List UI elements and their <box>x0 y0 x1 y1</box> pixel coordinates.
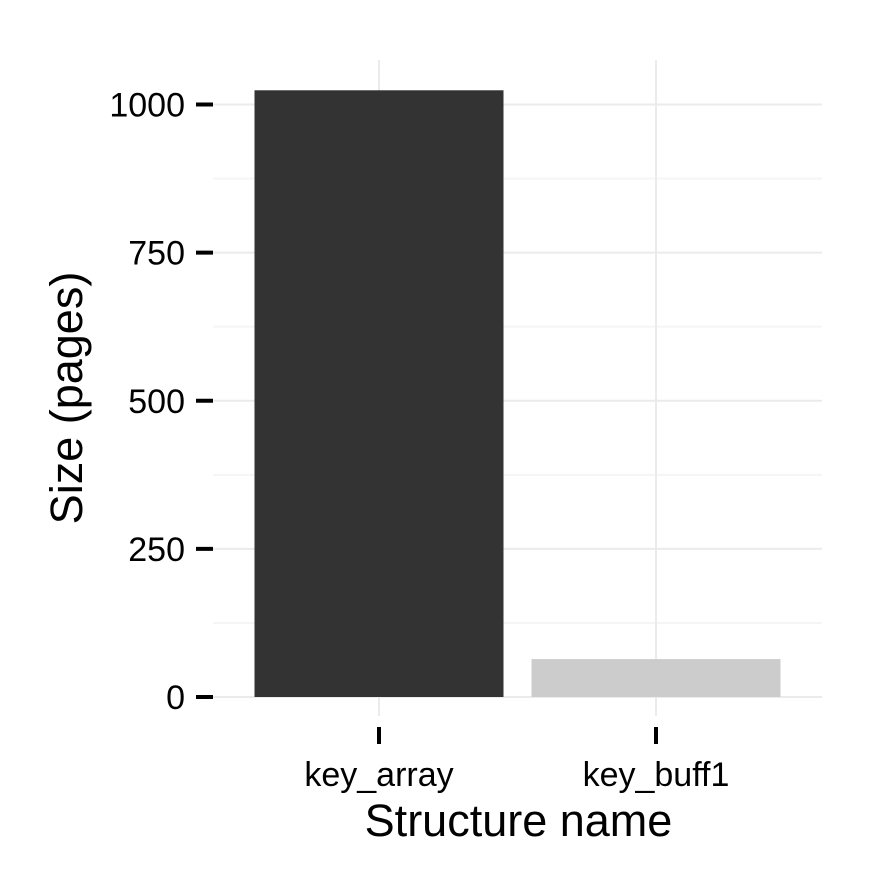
x-tick-label: key_array <box>304 756 453 794</box>
x-axis-title: Structure name <box>365 795 673 846</box>
y-tick-label: 750 <box>128 235 185 273</box>
y-axis-title: Size (pages) <box>41 272 92 525</box>
y-tick-label: 0 <box>166 679 185 717</box>
x-tick-label: key_buff1 <box>583 756 730 794</box>
y-tick-label: 250 <box>128 531 185 569</box>
axes: 0 250 500 750 1000 key_array key_buff1 <box>109 87 729 795</box>
y-tick-label: 500 <box>128 383 185 421</box>
bar-key-buff1 <box>531 659 781 697</box>
bar-key-array <box>254 90 504 697</box>
bars <box>254 90 781 697</box>
y-tick-label: 1000 <box>109 87 185 125</box>
